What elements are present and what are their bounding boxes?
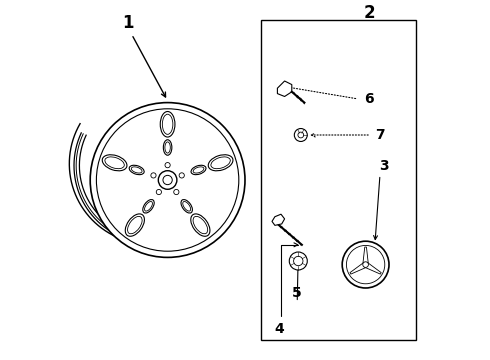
Polygon shape — [277, 81, 292, 96]
Ellipse shape — [160, 112, 175, 137]
Text: 1: 1 — [122, 14, 134, 32]
Ellipse shape — [191, 214, 210, 236]
Ellipse shape — [143, 199, 154, 213]
Text: 2: 2 — [364, 4, 375, 22]
Polygon shape — [364, 262, 381, 274]
Polygon shape — [350, 262, 367, 274]
Text: 4: 4 — [274, 323, 284, 336]
Text: 6: 6 — [365, 92, 374, 106]
Ellipse shape — [294, 129, 307, 141]
Ellipse shape — [342, 241, 389, 288]
Ellipse shape — [165, 162, 170, 168]
Ellipse shape — [102, 155, 127, 171]
Ellipse shape — [179, 173, 184, 178]
Ellipse shape — [151, 173, 156, 178]
Ellipse shape — [363, 262, 368, 267]
Ellipse shape — [163, 140, 172, 155]
Ellipse shape — [125, 214, 145, 236]
Ellipse shape — [90, 103, 245, 257]
Ellipse shape — [158, 171, 177, 189]
Ellipse shape — [181, 199, 193, 213]
Polygon shape — [363, 247, 368, 265]
Text: 3: 3 — [379, 159, 389, 172]
Ellipse shape — [174, 189, 179, 195]
Ellipse shape — [129, 165, 144, 175]
Ellipse shape — [156, 189, 162, 195]
Polygon shape — [272, 214, 285, 225]
Bar — [261, 20, 416, 340]
Ellipse shape — [208, 155, 233, 171]
Ellipse shape — [191, 165, 206, 175]
Text: 7: 7 — [375, 128, 385, 142]
Ellipse shape — [289, 252, 307, 270]
Text: 5: 5 — [293, 287, 302, 300]
